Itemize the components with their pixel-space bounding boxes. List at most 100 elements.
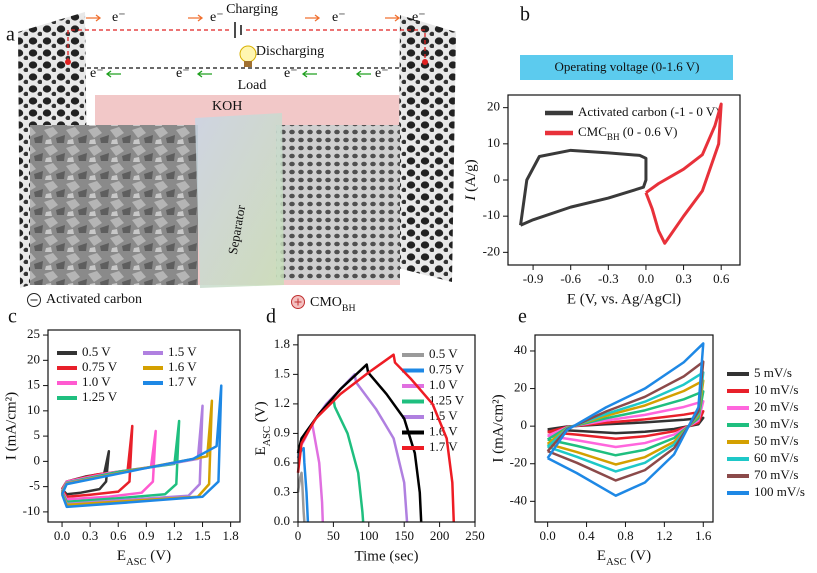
x-tick-label: -0.3 xyxy=(598,271,619,286)
legend-label: 1.25 V xyxy=(82,389,118,404)
x-tick-label: 0.9 xyxy=(138,528,154,543)
x-tick-label: 250 xyxy=(465,528,485,543)
bulb xyxy=(239,45,257,63)
electrolyte-label: KOH xyxy=(212,99,242,114)
y-tick-label: 1.5 xyxy=(274,365,290,380)
label-part: CMO xyxy=(310,295,342,310)
y-tick-label: 20 xyxy=(27,351,40,366)
y-tick-label: 1.8 xyxy=(274,336,290,351)
cathode-sign xyxy=(294,298,302,306)
label-part: E xyxy=(597,548,606,564)
legend-label: 0.75 V xyxy=(82,359,118,374)
label-part: ASC xyxy=(262,426,273,446)
x-tick-label: 1.5 xyxy=(194,528,210,543)
legend-label: 1.5 V xyxy=(168,344,197,359)
x-tick-label: 0.6 xyxy=(713,271,730,286)
x-axis-title: E (V, vs. Ag/AgCl) xyxy=(567,291,681,307)
annotation-box xyxy=(520,55,733,80)
legend-label: 1.0 V xyxy=(429,377,458,392)
electron-label: e⁻ xyxy=(90,66,104,81)
y-axis-title: I (mA/cm²) xyxy=(490,394,506,462)
label-part: (V) xyxy=(147,548,172,564)
y-tick-label: 0 xyxy=(34,452,41,467)
anode-sign xyxy=(27,293,41,307)
legend-label: 10 mV/s xyxy=(754,382,798,397)
y-axis-title: I (mA/cm²) xyxy=(3,392,19,460)
plot-frame xyxy=(534,334,714,523)
label-part: (0 - 0.6 V) xyxy=(620,124,678,139)
series-line xyxy=(644,102,723,245)
series-line xyxy=(546,342,705,497)
x-tick-label: 0.3 xyxy=(82,528,98,543)
x-tick-label: 150 xyxy=(394,528,414,543)
charging-label: Charging xyxy=(226,2,278,17)
charge-arrows xyxy=(86,14,401,22)
panel-label: d xyxy=(266,306,276,328)
legend-label: 60 mV/s xyxy=(754,450,798,465)
x-axis-title: EASC (V) xyxy=(117,548,171,567)
plot-frame xyxy=(297,334,476,523)
legend-label: 1.0 V xyxy=(82,374,111,389)
legend-label: 1.7 V xyxy=(168,374,197,389)
y-tick-label: 0.0 xyxy=(274,513,290,528)
discharging-label: Discharging xyxy=(256,44,324,59)
x-tick-label: 0.8 xyxy=(617,528,633,543)
y-tick-label: 10 xyxy=(27,402,40,417)
x-tick-label: 0.4 xyxy=(578,528,595,543)
electron-label: e⁻ xyxy=(284,66,298,81)
label-part: E xyxy=(253,446,269,455)
legend-label: 30 mV/s xyxy=(754,416,798,431)
legend-label: 1.7 V xyxy=(429,439,458,454)
panel-label: b xyxy=(520,4,530,26)
x-tick-label: 1.2 xyxy=(166,528,182,543)
label-part: (V) xyxy=(627,548,652,564)
label-part: ASC xyxy=(126,557,146,568)
label-part: BH xyxy=(342,303,356,314)
legend-label: 0.5 V xyxy=(429,346,458,361)
y-tick-label: -20 xyxy=(483,243,500,258)
y-tick-label: 0.9 xyxy=(274,424,290,439)
y-tick-label: 0 xyxy=(494,171,501,186)
series-line xyxy=(60,399,214,507)
y-tick-label: 20 xyxy=(487,99,500,114)
label-part: (A/g) xyxy=(463,159,479,195)
plot-frame xyxy=(507,94,741,266)
legend-label: 1.5 V xyxy=(429,408,458,423)
electron-label: e⁻ xyxy=(375,66,389,81)
y-tick-label: 10 xyxy=(487,135,500,150)
charge-wire xyxy=(67,29,426,62)
x-axis-title: EASC (V) xyxy=(597,548,651,567)
series-line xyxy=(60,429,157,501)
series-line xyxy=(296,471,306,523)
cathode-label: CMOBH xyxy=(310,295,356,314)
anode-image xyxy=(30,125,198,285)
series-line xyxy=(60,424,134,498)
legend-label: 1.6 V xyxy=(168,359,197,374)
x-tick-label: 1.2 xyxy=(656,528,672,543)
cathode-image xyxy=(276,125,400,280)
legend-label: 0.75 V xyxy=(429,361,465,376)
x-tick-label: 1.8 xyxy=(223,528,239,543)
plot-frame xyxy=(47,329,241,523)
y-tick-label: 0.3 xyxy=(274,483,290,498)
cathode-electrode xyxy=(398,15,456,282)
y-tick-label: 20 xyxy=(514,380,527,395)
x-tick-label: 50 xyxy=(327,528,340,543)
bulb-base xyxy=(244,61,252,67)
legend-label: 100 mV/s xyxy=(754,484,805,499)
x-tick-label: 200 xyxy=(430,528,450,543)
x-tick-label: -0.6 xyxy=(560,271,581,286)
y-tick-label: -20 xyxy=(510,455,527,470)
x-tick-label: 100 xyxy=(359,528,379,543)
anode-label: Activated carbon xyxy=(46,292,142,307)
legend-label: 5 mV/s xyxy=(754,365,792,380)
terminal xyxy=(65,59,71,65)
electron-label: e⁻ xyxy=(332,10,346,25)
x-tick-label: 0.0 xyxy=(638,271,654,286)
panel-label: c xyxy=(8,306,17,328)
separator xyxy=(195,113,284,288)
series-line xyxy=(547,410,705,440)
y-tick-label: 0.6 xyxy=(274,454,291,469)
y-tick-label: 15 xyxy=(27,377,40,392)
y-axis-title: EASC (V) xyxy=(253,401,272,455)
